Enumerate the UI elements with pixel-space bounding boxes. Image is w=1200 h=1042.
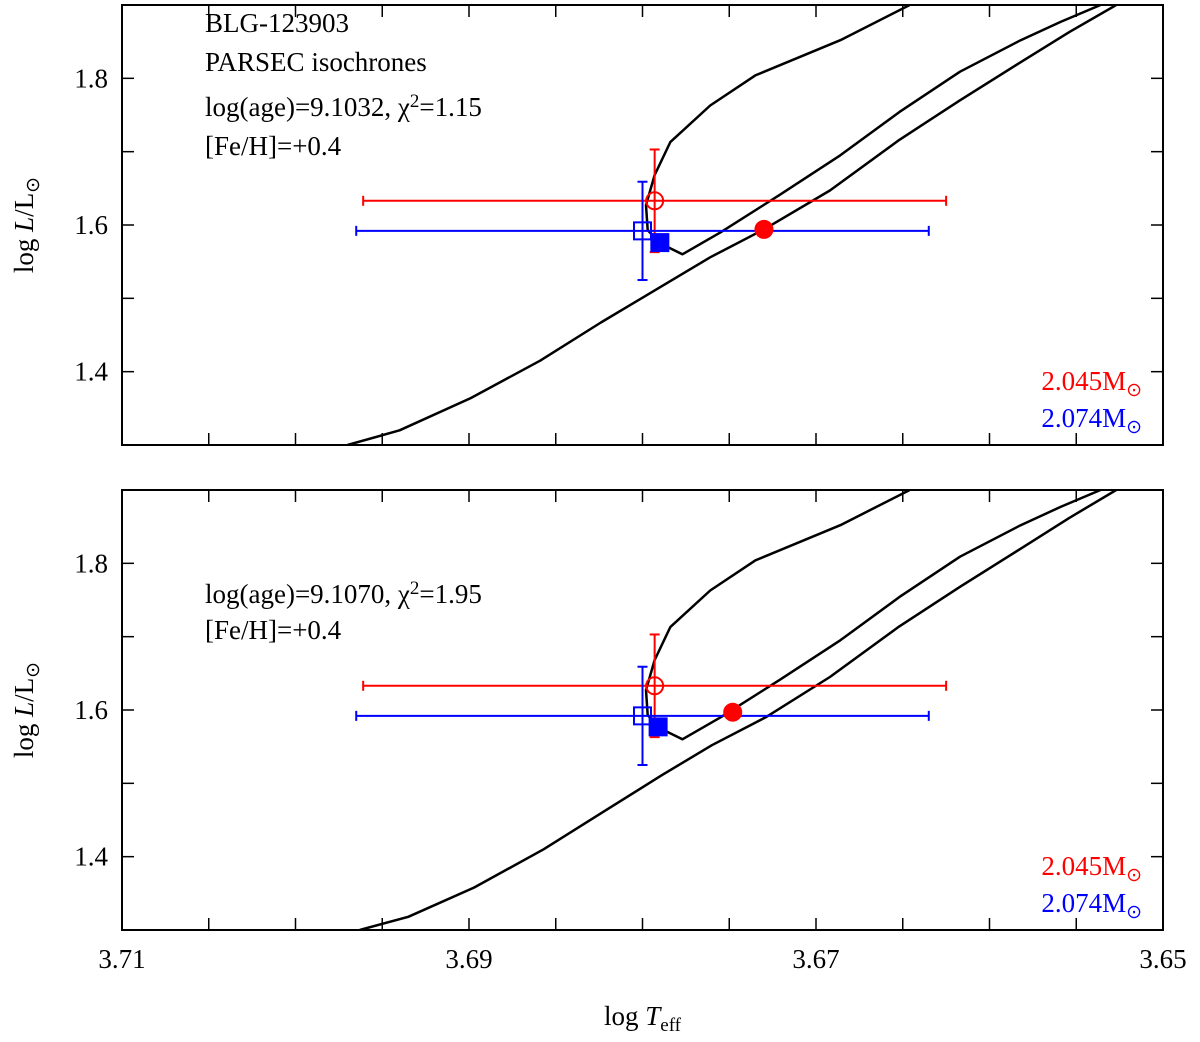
- plot-frame: [121, 489, 1164, 931]
- annotation-part: log(age)=9.1032, χ: [205, 92, 410, 122]
- isochrone: [644, 490, 1101, 741]
- mass-label-part: ⊙: [1126, 865, 1142, 886]
- mass-label: 2.045M⊙: [1041, 366, 1142, 401]
- y-tick-label: 1.4: [74, 357, 108, 387]
- marker: [650, 233, 670, 253]
- x-tick-label: 3.69: [445, 944, 492, 974]
- y-axis-label-part: L: [9, 702, 39, 718]
- plot-area: [355, 490, 1117, 930]
- annotation-part: PARSEC isochrones: [205, 47, 427, 77]
- annotation: BLG-123903: [205, 8, 349, 38]
- mass-label-part: ⊙: [1126, 417, 1142, 438]
- isochrone: [347, 5, 1117, 445]
- marker: [633, 706, 652, 726]
- annotation: log(age)=9.1070, χ2=1.95: [205, 578, 482, 609]
- x-axis-label-part: eff: [660, 1015, 681, 1036]
- y-tick-label: 1.6: [74, 210, 108, 240]
- annotation-part: [Fe/H]=+0.4: [205, 131, 342, 161]
- mass-label: 2.074M⊙: [1041, 403, 1142, 438]
- y-axis-label-part: ⊙: [23, 662, 44, 678]
- y-tick-label: 1.8: [74, 548, 108, 578]
- mass-label-part: 2.074M: [1041, 888, 1126, 918]
- annotation: [Fe/H]=+0.4: [205, 131, 342, 161]
- x-tick-label: 3.71: [98, 944, 145, 974]
- isochrone: [359, 490, 1117, 930]
- y-axis-label: log L/L⊙: [9, 177, 44, 273]
- y-tick-label: 1.4: [74, 842, 108, 872]
- y-axis-label-part: /L: [9, 193, 39, 217]
- annotation-part: =1.15: [419, 92, 481, 122]
- y-axis-label: log L/L⊙: [9, 662, 44, 758]
- marker: [633, 221, 652, 241]
- y-axis-label-part: ⊙: [23, 177, 44, 193]
- marker: [645, 676, 665, 696]
- y-axis-label-part: log: [9, 717, 39, 758]
- mass-label-part: ⊙: [1126, 902, 1142, 923]
- y-tick-label: 1.6: [74, 695, 108, 725]
- annotation-part: BLG-123903: [205, 8, 349, 38]
- x-tick-label: 3.65: [1139, 944, 1186, 974]
- marker: [648, 717, 668, 737]
- x-tick-label: 3.67: [792, 944, 839, 974]
- annotation-part: [Fe/H]=+0.4: [205, 615, 342, 645]
- plot-area: [347, 5, 1117, 445]
- annotation-part: 2: [410, 91, 420, 112]
- y-error-bar: [637, 665, 648, 766]
- mass-label: 2.045M⊙: [1041, 851, 1142, 886]
- annotation-part: =1.95: [419, 579, 481, 609]
- y-axis-label-part: L: [9, 217, 39, 233]
- mass-label-part: 2.045M: [1041, 366, 1126, 396]
- plot-frame: [121, 4, 1164, 446]
- annotation: log(age)=9.1032, χ2=1.15: [205, 91, 482, 122]
- y-tick-label: 1.8: [74, 63, 108, 93]
- x-axis-label-part: log: [604, 1001, 645, 1031]
- y-error-bar: [637, 180, 648, 281]
- x-axis-label-part: T: [645, 1001, 662, 1031]
- x-axis-label: log Teff: [604, 1001, 682, 1036]
- mass-label-part: 2.074M: [1041, 403, 1126, 433]
- annotation-part: 2: [410, 578, 420, 599]
- isochrone: [644, 5, 1101, 256]
- mass-label-part: 2.045M: [1041, 851, 1126, 881]
- annotation-part: log(age)=9.1070, χ: [205, 579, 410, 609]
- y-axis-label-part: /L: [9, 678, 39, 702]
- mass-label: 2.074M⊙: [1041, 888, 1142, 923]
- annotation: PARSEC isochrones: [205, 47, 427, 77]
- marker: [754, 219, 774, 239]
- annotation: [Fe/H]=+0.4: [205, 615, 342, 645]
- marker: [645, 191, 665, 211]
- marker: [723, 702, 743, 722]
- y-axis-label-part: log: [9, 232, 39, 273]
- mass-label-part: ⊙: [1126, 380, 1142, 401]
